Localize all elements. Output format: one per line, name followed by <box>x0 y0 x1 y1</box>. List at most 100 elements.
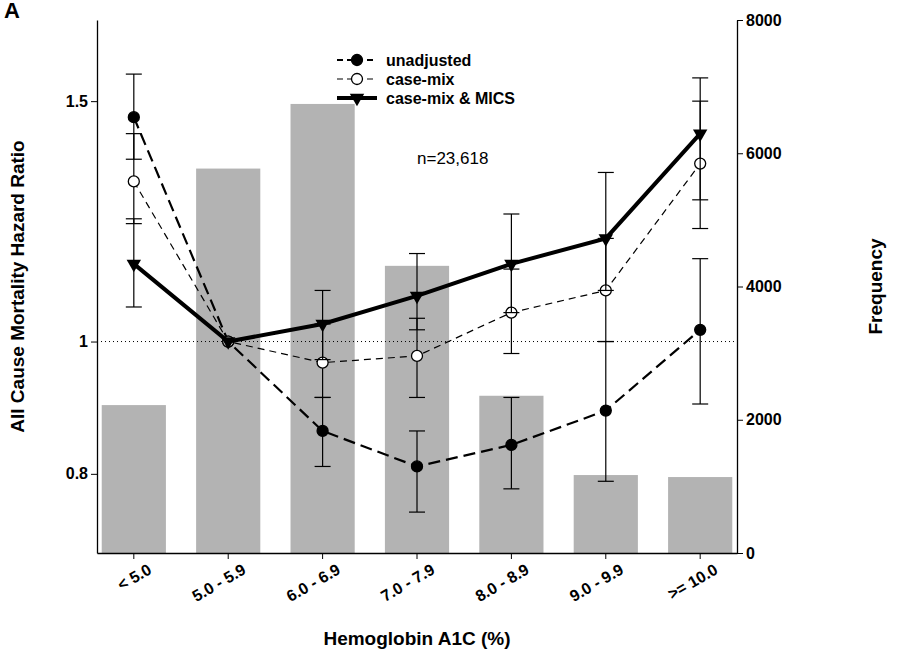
tick: 2000 <box>737 411 782 428</box>
axis-title: Hemoglobin A1C (%) <box>323 628 510 649</box>
tick-mark <box>737 553 743 554</box>
marker <box>352 55 363 66</box>
marker <box>352 74 363 85</box>
marker <box>412 461 423 472</box>
tick-mark <box>737 153 743 154</box>
bar <box>479 396 543 553</box>
marker <box>695 324 706 335</box>
tick-label: 2000 <box>746 411 782 428</box>
tick: 5.0 - 5.9 <box>189 553 248 605</box>
tick-mark <box>700 553 701 559</box>
tick-label: 6000 <box>746 145 782 162</box>
marker <box>599 234 613 246</box>
tick-mark <box>417 553 418 559</box>
tick: >= 10.0 <box>665 553 721 603</box>
y2-axis: 0 2000 4000 6000 8000 <box>737 12 782 562</box>
tick-label: >= 10.0 <box>665 561 721 603</box>
bar <box>102 405 166 553</box>
marker <box>506 439 517 450</box>
tick-label: < 5.0 <box>114 561 154 594</box>
legend-label: case-mix & MICS <box>386 90 515 107</box>
tick: 4000 <box>737 278 782 295</box>
tick-mark <box>605 553 606 559</box>
marker <box>315 320 329 332</box>
tick: 8000 <box>737 12 782 29</box>
tick-label: 5.0 - 5.9 <box>189 561 248 605</box>
y-axis: 0.8 1 1.5 <box>66 21 98 554</box>
series-line <box>134 134 700 342</box>
error-bar <box>598 172 614 290</box>
tick-label: 4000 <box>746 278 782 295</box>
tick-mark <box>737 287 743 288</box>
tick: 0 <box>737 545 755 562</box>
tick-label: 9.0 - 9.9 <box>567 561 626 605</box>
tick-mark <box>133 553 134 559</box>
tick-label: 1.5 <box>66 93 88 110</box>
tick-mark <box>91 101 97 102</box>
plot-area <box>97 74 737 553</box>
legend-label: case-mix <box>386 71 455 88</box>
axis-line <box>97 21 98 554</box>
tick: 0.8 <box>66 465 97 482</box>
tick-mark <box>737 20 743 21</box>
panel-label: A <box>4 0 20 23</box>
tick: 7.0 - 7.9 <box>378 553 437 605</box>
error-bar <box>315 397 331 466</box>
error-bar <box>409 318 425 397</box>
marker <box>410 292 424 304</box>
tick: 1.5 <box>66 93 97 110</box>
tick: 9.0 - 9.9 <box>567 553 626 605</box>
tick: 6.0 - 6.9 <box>284 553 343 605</box>
x-axis: < 5.0 5.0 - 5.9 6.0 - 6.9 7.0 - 7.9 8.0 - 8.… <box>98 553 738 605</box>
marker <box>317 425 328 436</box>
tick: 1 <box>79 333 97 350</box>
error-bar <box>126 134 142 224</box>
tick-label: 7.0 - 7.9 <box>378 561 437 605</box>
tick-mark <box>91 342 97 343</box>
tick-mark <box>511 553 512 559</box>
bar <box>574 475 638 553</box>
marker <box>221 337 235 349</box>
marker <box>600 405 611 416</box>
tick-mark <box>91 474 97 475</box>
legend-item: unadjusted <box>337 52 471 69</box>
axis-title: Frequency <box>865 238 886 335</box>
tick-label: 0 <box>746 545 755 562</box>
tick-label: 8.0 - 8.9 <box>472 561 531 605</box>
tick-mark <box>322 553 323 559</box>
error-bar <box>503 397 519 488</box>
tick: 6000 <box>737 145 782 162</box>
tick-label: 8000 <box>746 12 782 29</box>
tick-mark <box>737 420 743 421</box>
marker <box>350 94 364 106</box>
chart: 0.8 1 1.5 0 2000 4000 6000 8000 < 5.0 5.0 - 5.9 6.… <box>0 0 897 656</box>
legend-label: unadjusted <box>386 52 471 69</box>
bar <box>668 477 732 553</box>
marker <box>412 350 423 361</box>
error-bar <box>503 214 519 313</box>
marker <box>693 129 707 141</box>
error-bar <box>692 259 708 404</box>
tick-mark <box>228 553 229 559</box>
error-bar <box>126 219 142 307</box>
legend-item: case-mix <box>337 71 455 88</box>
error-bar <box>315 290 331 359</box>
marker <box>128 176 139 187</box>
series-line <box>134 117 700 466</box>
tick: < 5.0 <box>114 553 154 593</box>
error-bar <box>409 431 425 512</box>
tick-label: 0.8 <box>66 465 88 482</box>
legend-item: case-mix & MICS <box>337 90 515 107</box>
annotation: n=23,618 <box>417 149 488 168</box>
tick-label: 1 <box>79 333 88 350</box>
marker <box>127 260 141 272</box>
tick: 8.0 - 8.9 <box>472 553 531 605</box>
legend: unadjusted case-mix case-mix & MICS <box>337 52 515 107</box>
marker <box>128 112 139 123</box>
error-bar <box>598 342 614 482</box>
axis-title: All Cause Mortality Hazard Ratio <box>7 140 28 432</box>
error-bar <box>692 78 708 200</box>
error-bar <box>409 254 425 330</box>
tick-label: 6.0 - 6.9 <box>284 561 343 605</box>
marker <box>504 260 518 272</box>
